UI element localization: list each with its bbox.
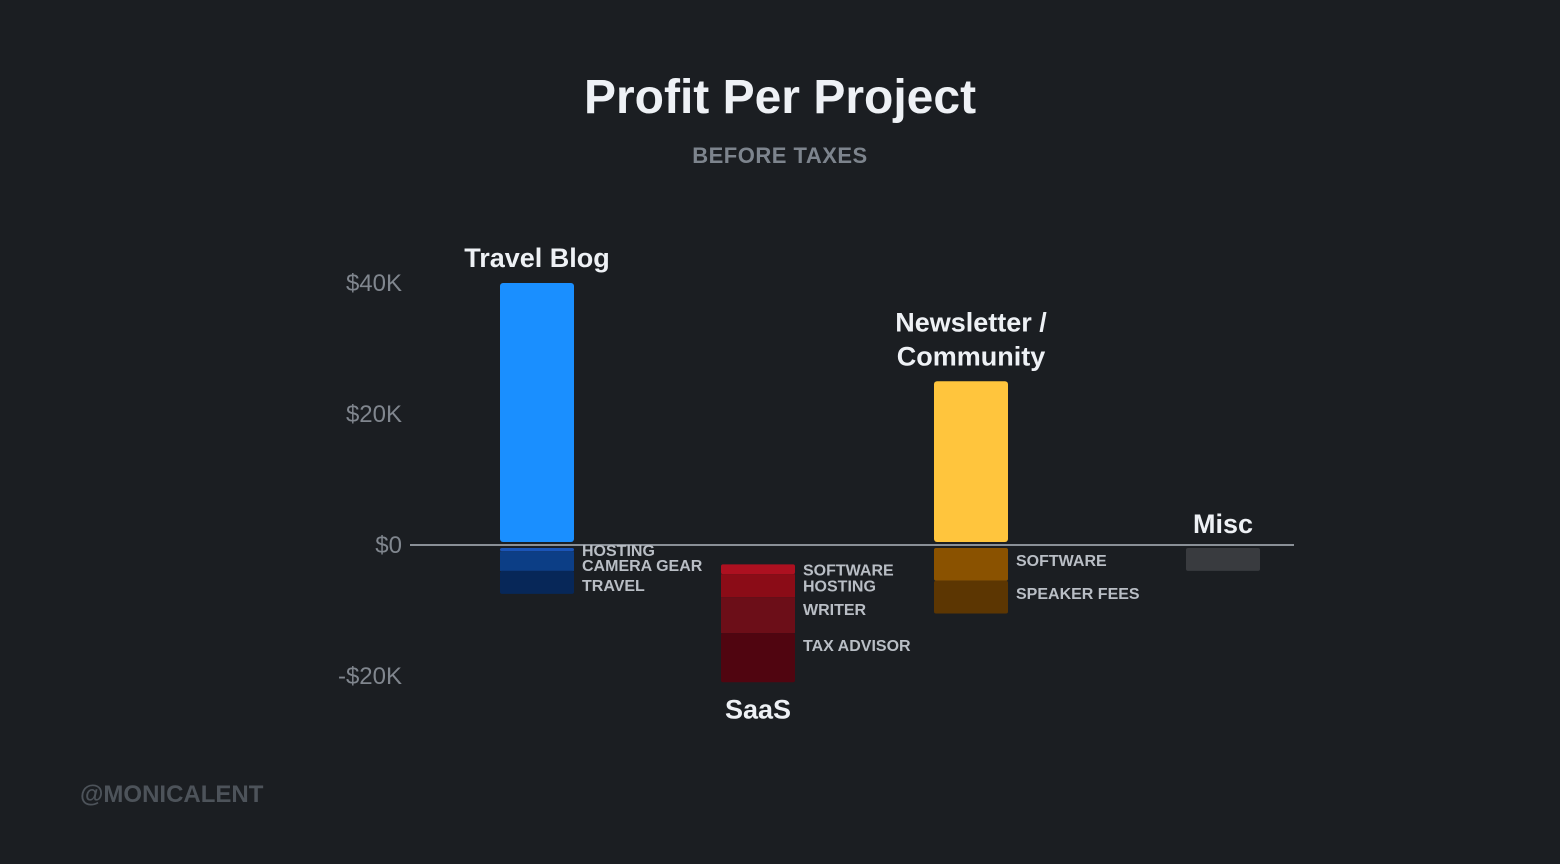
author-credit: @MONICALENT (80, 781, 264, 808)
project-label: Travel Blog (464, 243, 610, 273)
profit-bar (934, 381, 1008, 542)
cost-segment (500, 548, 574, 552)
cost-label: TAX ADVISOR (803, 638, 911, 655)
y-tick-label: -$20K (338, 663, 402, 690)
cost-segment (721, 633, 795, 683)
cost-segment (934, 580, 1008, 614)
cost-label: WRITER (803, 602, 867, 619)
chart-subtitle: BEFORE TAXES (692, 143, 868, 168)
cost-label: SPEAKER FEES (1016, 586, 1140, 603)
cost-label: SOFTWARE (1016, 553, 1107, 570)
y-tick-label: $40K (346, 270, 402, 297)
cost-label: HOSTING (803, 579, 876, 596)
cost-segment (1186, 548, 1260, 571)
cost-label: CAMERA GEAR (582, 558, 703, 575)
project-label: SaaS (725, 694, 791, 724)
cost-label: SOFTWARE (803, 562, 894, 579)
cost-segment (934, 548, 1008, 581)
cost-segment (721, 597, 795, 634)
profit-bar (500, 283, 574, 542)
cost-segment (721, 574, 795, 598)
y-tick-label: $0 (375, 532, 402, 559)
project-label: Misc (1193, 509, 1253, 539)
y-tick-label: $20K (346, 401, 402, 428)
cost-label: TRAVEL (582, 578, 645, 595)
cost-segment (500, 570, 574, 594)
project-label: Community (897, 341, 1046, 371)
cost-label: HOSTING (582, 543, 655, 560)
cost-segment (500, 551, 574, 571)
project-label: Newsletter / (895, 307, 1047, 337)
chart-title: Profit Per Project (583, 71, 977, 124)
cost-segment (721, 564, 795, 575)
